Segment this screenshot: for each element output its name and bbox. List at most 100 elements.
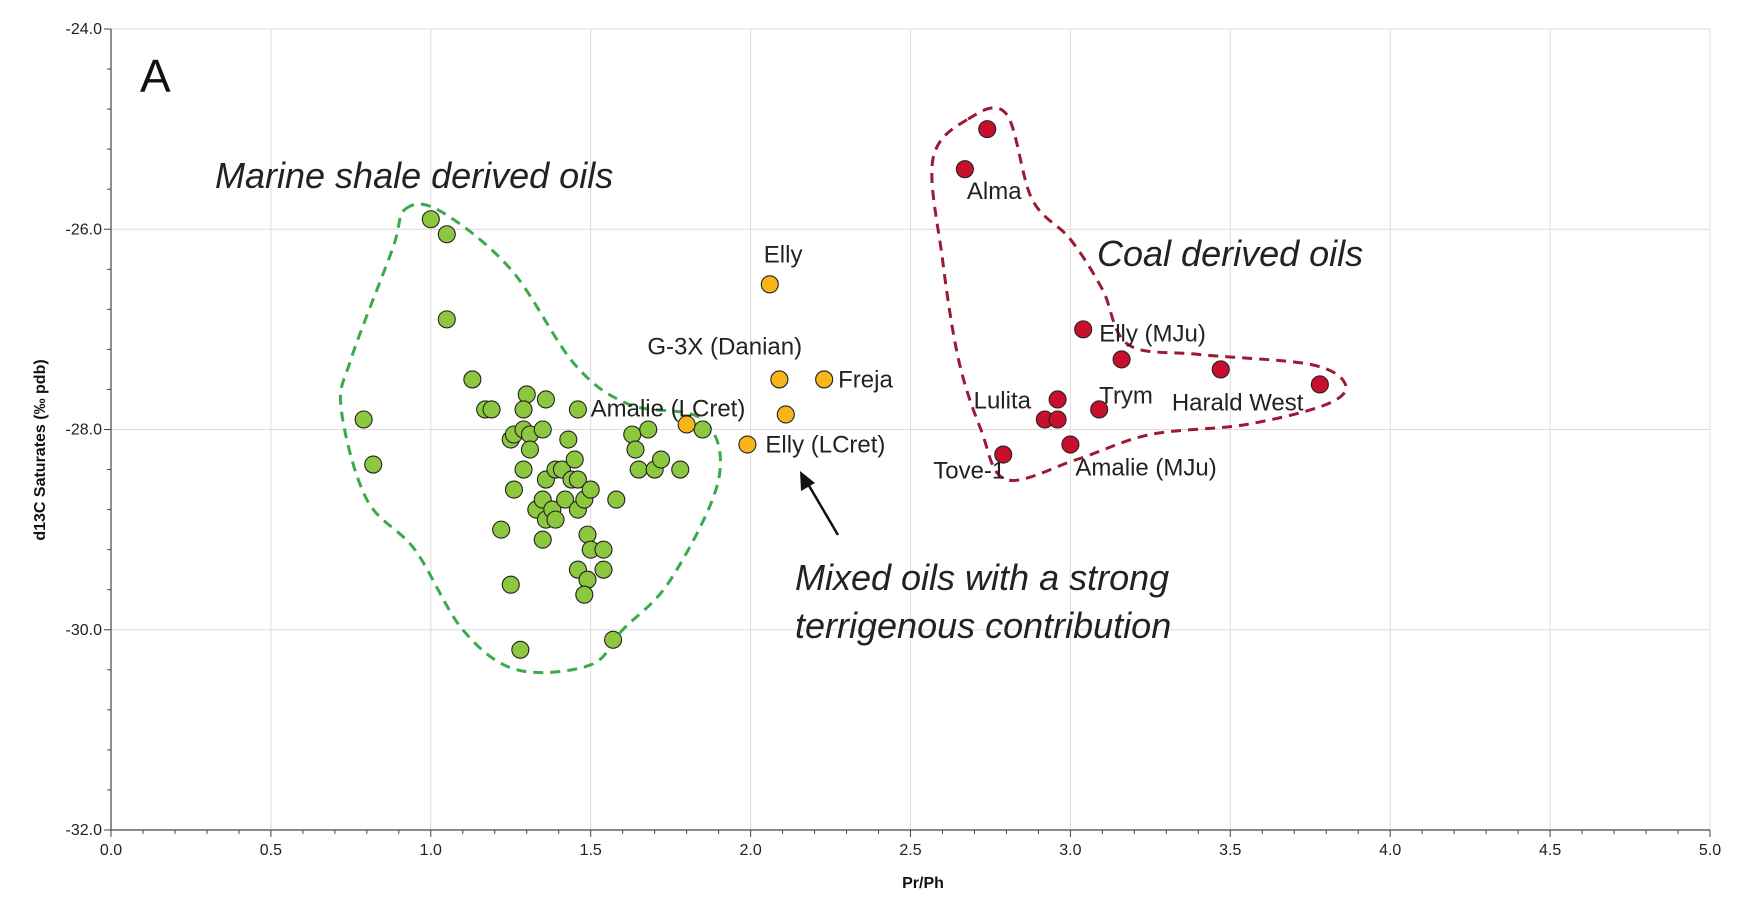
marine-point bbox=[354, 410, 373, 429]
point-label: Amalie (LCret) bbox=[591, 395, 746, 422]
panel-label: A bbox=[140, 50, 171, 102]
x-tick-label: 3.5 bbox=[1219, 842, 1241, 859]
y-tick-label: -30.0 bbox=[66, 622, 103, 639]
marine-point bbox=[364, 455, 383, 474]
y-axis-title: d13C Saturates (‰ pdb) bbox=[32, 359, 49, 540]
point-label: Lulita bbox=[974, 387, 1032, 414]
mixed-point bbox=[760, 275, 779, 294]
x-tick-label: 1.0 bbox=[420, 842, 442, 859]
coal-point bbox=[978, 120, 997, 139]
y-tick-label: -24.0 bbox=[66, 21, 103, 38]
coal-point bbox=[1074, 320, 1093, 339]
mixed-arrow bbox=[800, 471, 840, 536]
marine-point bbox=[559, 430, 578, 449]
point-label: Alma bbox=[967, 178, 1022, 205]
coal-group-label: Coal derived oils bbox=[1097, 233, 1363, 274]
x-tick-label: 1.5 bbox=[580, 842, 602, 859]
point-label: Harald West bbox=[1172, 389, 1304, 416]
marine-point bbox=[514, 400, 533, 419]
marine-point bbox=[639, 420, 658, 439]
marine-point bbox=[578, 570, 597, 589]
point-label: Tove-1 bbox=[933, 458, 1005, 485]
marine-point bbox=[671, 460, 690, 479]
marine-point bbox=[421, 210, 440, 229]
x-tick-label: 0.0 bbox=[100, 842, 122, 859]
y-tick-label: -26.0 bbox=[66, 221, 103, 238]
arrow-head bbox=[800, 471, 815, 491]
x-tick-label: 4.0 bbox=[1379, 842, 1401, 859]
marine-point bbox=[546, 510, 565, 529]
mixed-point bbox=[770, 370, 789, 389]
point-label: Elly (LCret) bbox=[765, 432, 885, 459]
marine-point bbox=[575, 585, 594, 604]
marine-point bbox=[556, 490, 575, 509]
point-label: Freja bbox=[838, 366, 893, 393]
marine-point bbox=[437, 225, 456, 244]
x-tick-label: 2.0 bbox=[739, 842, 761, 859]
x-tick-label: 4.5 bbox=[1539, 842, 1561, 859]
marine-point bbox=[482, 400, 501, 419]
coal-point bbox=[994, 445, 1013, 464]
coal-point bbox=[1112, 350, 1131, 369]
x-tick-label: 5.0 bbox=[1699, 842, 1721, 859]
marine-point bbox=[568, 400, 587, 419]
marine-point bbox=[578, 525, 597, 544]
marine-point bbox=[623, 425, 642, 444]
mixed-group-label-line1: Mixed oils with a strong bbox=[795, 557, 1169, 598]
coal-point bbox=[1061, 435, 1080, 454]
point-label: Amalie (MJu) bbox=[1075, 455, 1216, 482]
marine-point bbox=[533, 530, 552, 549]
tick-labels: 0.0 0.5 1.0 1.5 2.0 2.5 3.0 3.5 4.0 4.5 5.0 -24.0 -2… bbox=[66, 21, 1722, 859]
point-label: Elly bbox=[764, 241, 803, 268]
coal-point bbox=[1310, 375, 1329, 394]
marine-point bbox=[693, 420, 712, 439]
coal-point bbox=[1090, 400, 1109, 419]
coal-point bbox=[1048, 410, 1067, 429]
marine-point bbox=[533, 420, 552, 439]
marine-point bbox=[604, 630, 623, 649]
mixed-point bbox=[815, 370, 834, 389]
marine-point bbox=[594, 540, 613, 559]
x-tick-label: 3.0 bbox=[1059, 842, 1081, 859]
mixed-point bbox=[776, 405, 795, 424]
marine-point bbox=[581, 480, 600, 499]
marine-point bbox=[501, 575, 520, 594]
marine-point bbox=[652, 450, 671, 469]
x-tick-label: 0.5 bbox=[260, 842, 282, 859]
marine-point bbox=[629, 460, 648, 479]
marine-point bbox=[463, 370, 482, 389]
marine-point bbox=[437, 310, 456, 329]
marine-point bbox=[565, 450, 584, 469]
marine-point bbox=[520, 440, 539, 459]
coal-point bbox=[1211, 360, 1230, 379]
coal-group-outline bbox=[930, 106, 1348, 482]
y-tick-label: -28.0 bbox=[66, 422, 103, 439]
marine-point bbox=[536, 390, 555, 409]
axes bbox=[104, 28, 1711, 837]
mixed-point bbox=[677, 415, 696, 434]
marine-point bbox=[594, 560, 613, 579]
marine-point bbox=[514, 460, 533, 479]
marine-point bbox=[517, 385, 536, 404]
marine-group-label: Marine shale derived oils bbox=[215, 155, 613, 196]
marine-point bbox=[504, 480, 523, 499]
marine-point bbox=[492, 520, 511, 539]
marine-point bbox=[568, 470, 587, 489]
point-label: Elly (MJu) bbox=[1099, 320, 1206, 347]
coal-point bbox=[955, 160, 974, 179]
x-tick-label: 2.5 bbox=[899, 842, 921, 859]
coal-point bbox=[1048, 390, 1067, 409]
arrow-shaft bbox=[806, 483, 840, 536]
point-labels: Elly G-3X (Danian) Freja Amalie (LCret) Elly… bbox=[591, 178, 1304, 484]
data-points bbox=[354, 120, 1329, 659]
mixed-point bbox=[738, 435, 757, 454]
x-axis-title: Pr/Ph bbox=[902, 875, 944, 892]
point-label: G-3X (Danian) bbox=[647, 333, 802, 360]
marine-point bbox=[607, 490, 626, 509]
marine-point bbox=[626, 440, 645, 459]
mixed-group-label-line2: terrigenous contribution bbox=[795, 605, 1171, 646]
marine-point bbox=[511, 640, 530, 659]
y-tick-label: -32.0 bbox=[66, 822, 103, 839]
